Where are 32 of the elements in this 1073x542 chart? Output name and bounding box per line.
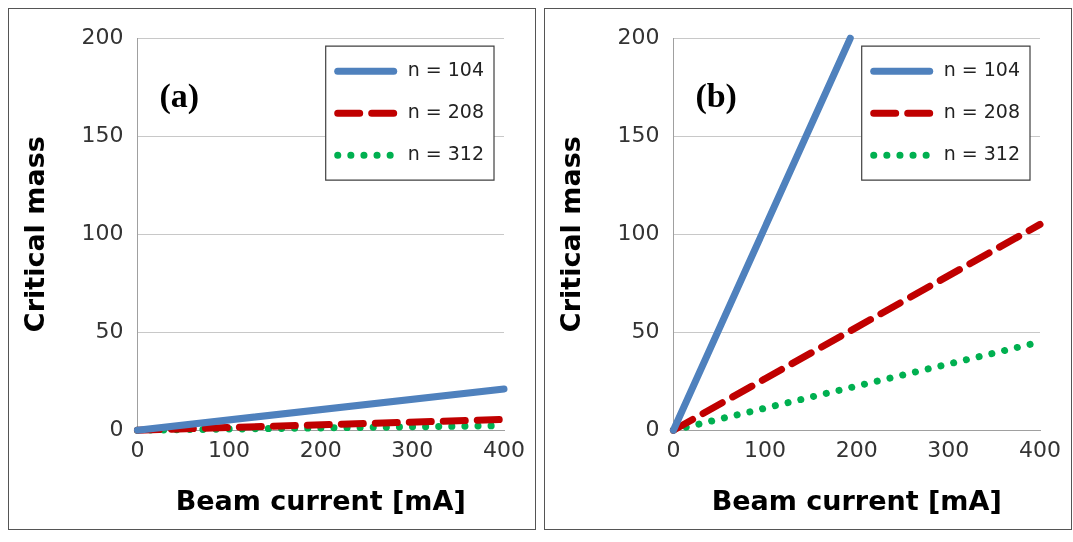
x-tick-label: 200 <box>299 437 342 463</box>
y-tick-label: 50 <box>95 317 124 343</box>
y-tick-label: 150 <box>81 121 124 147</box>
legend-label: n = 312 <box>407 142 485 165</box>
y-axis-title: Critical mass <box>19 136 51 333</box>
x-tick-label: 300 <box>391 437 434 463</box>
x-tick-label: 100 <box>208 437 251 463</box>
y-tick-label: 0 <box>109 415 124 441</box>
legend-label: n = 104 <box>943 58 1021 81</box>
x-tick-label: 100 <box>744 437 787 463</box>
legend-label: n = 312 <box>943 142 1021 165</box>
y-tick-label: 200 <box>617 23 660 49</box>
y-tick-label: 100 <box>617 219 660 245</box>
x-axis-title: Beam current [mA] <box>711 484 1002 516</box>
annotation: (b) <box>695 76 737 115</box>
legend-label: n = 208 <box>943 100 1021 123</box>
x-tick-label: 200 <box>835 437 878 463</box>
y-axis-title: Critical mass <box>555 136 587 333</box>
y-tick-label: 150 <box>617 121 660 147</box>
x-tick-label: 0 <box>666 437 681 463</box>
y-tick-label: 0 <box>645 415 660 441</box>
y-tick-label: 100 <box>81 219 124 245</box>
x-tick-label: 0 <box>130 437 145 463</box>
legend-label: n = 208 <box>407 100 485 123</box>
x-axis-title: Beam current [mA] <box>175 484 466 516</box>
y-tick-label: 200 <box>81 23 124 49</box>
annotation: (a) <box>159 76 200 115</box>
x-tick-label: 300 <box>927 437 970 463</box>
x-tick-label: 400 <box>1019 437 1061 463</box>
x-tick-label: 400 <box>483 437 525 463</box>
legend-label: n = 104 <box>407 58 485 81</box>
y-tick-label: 50 <box>631 317 660 343</box>
